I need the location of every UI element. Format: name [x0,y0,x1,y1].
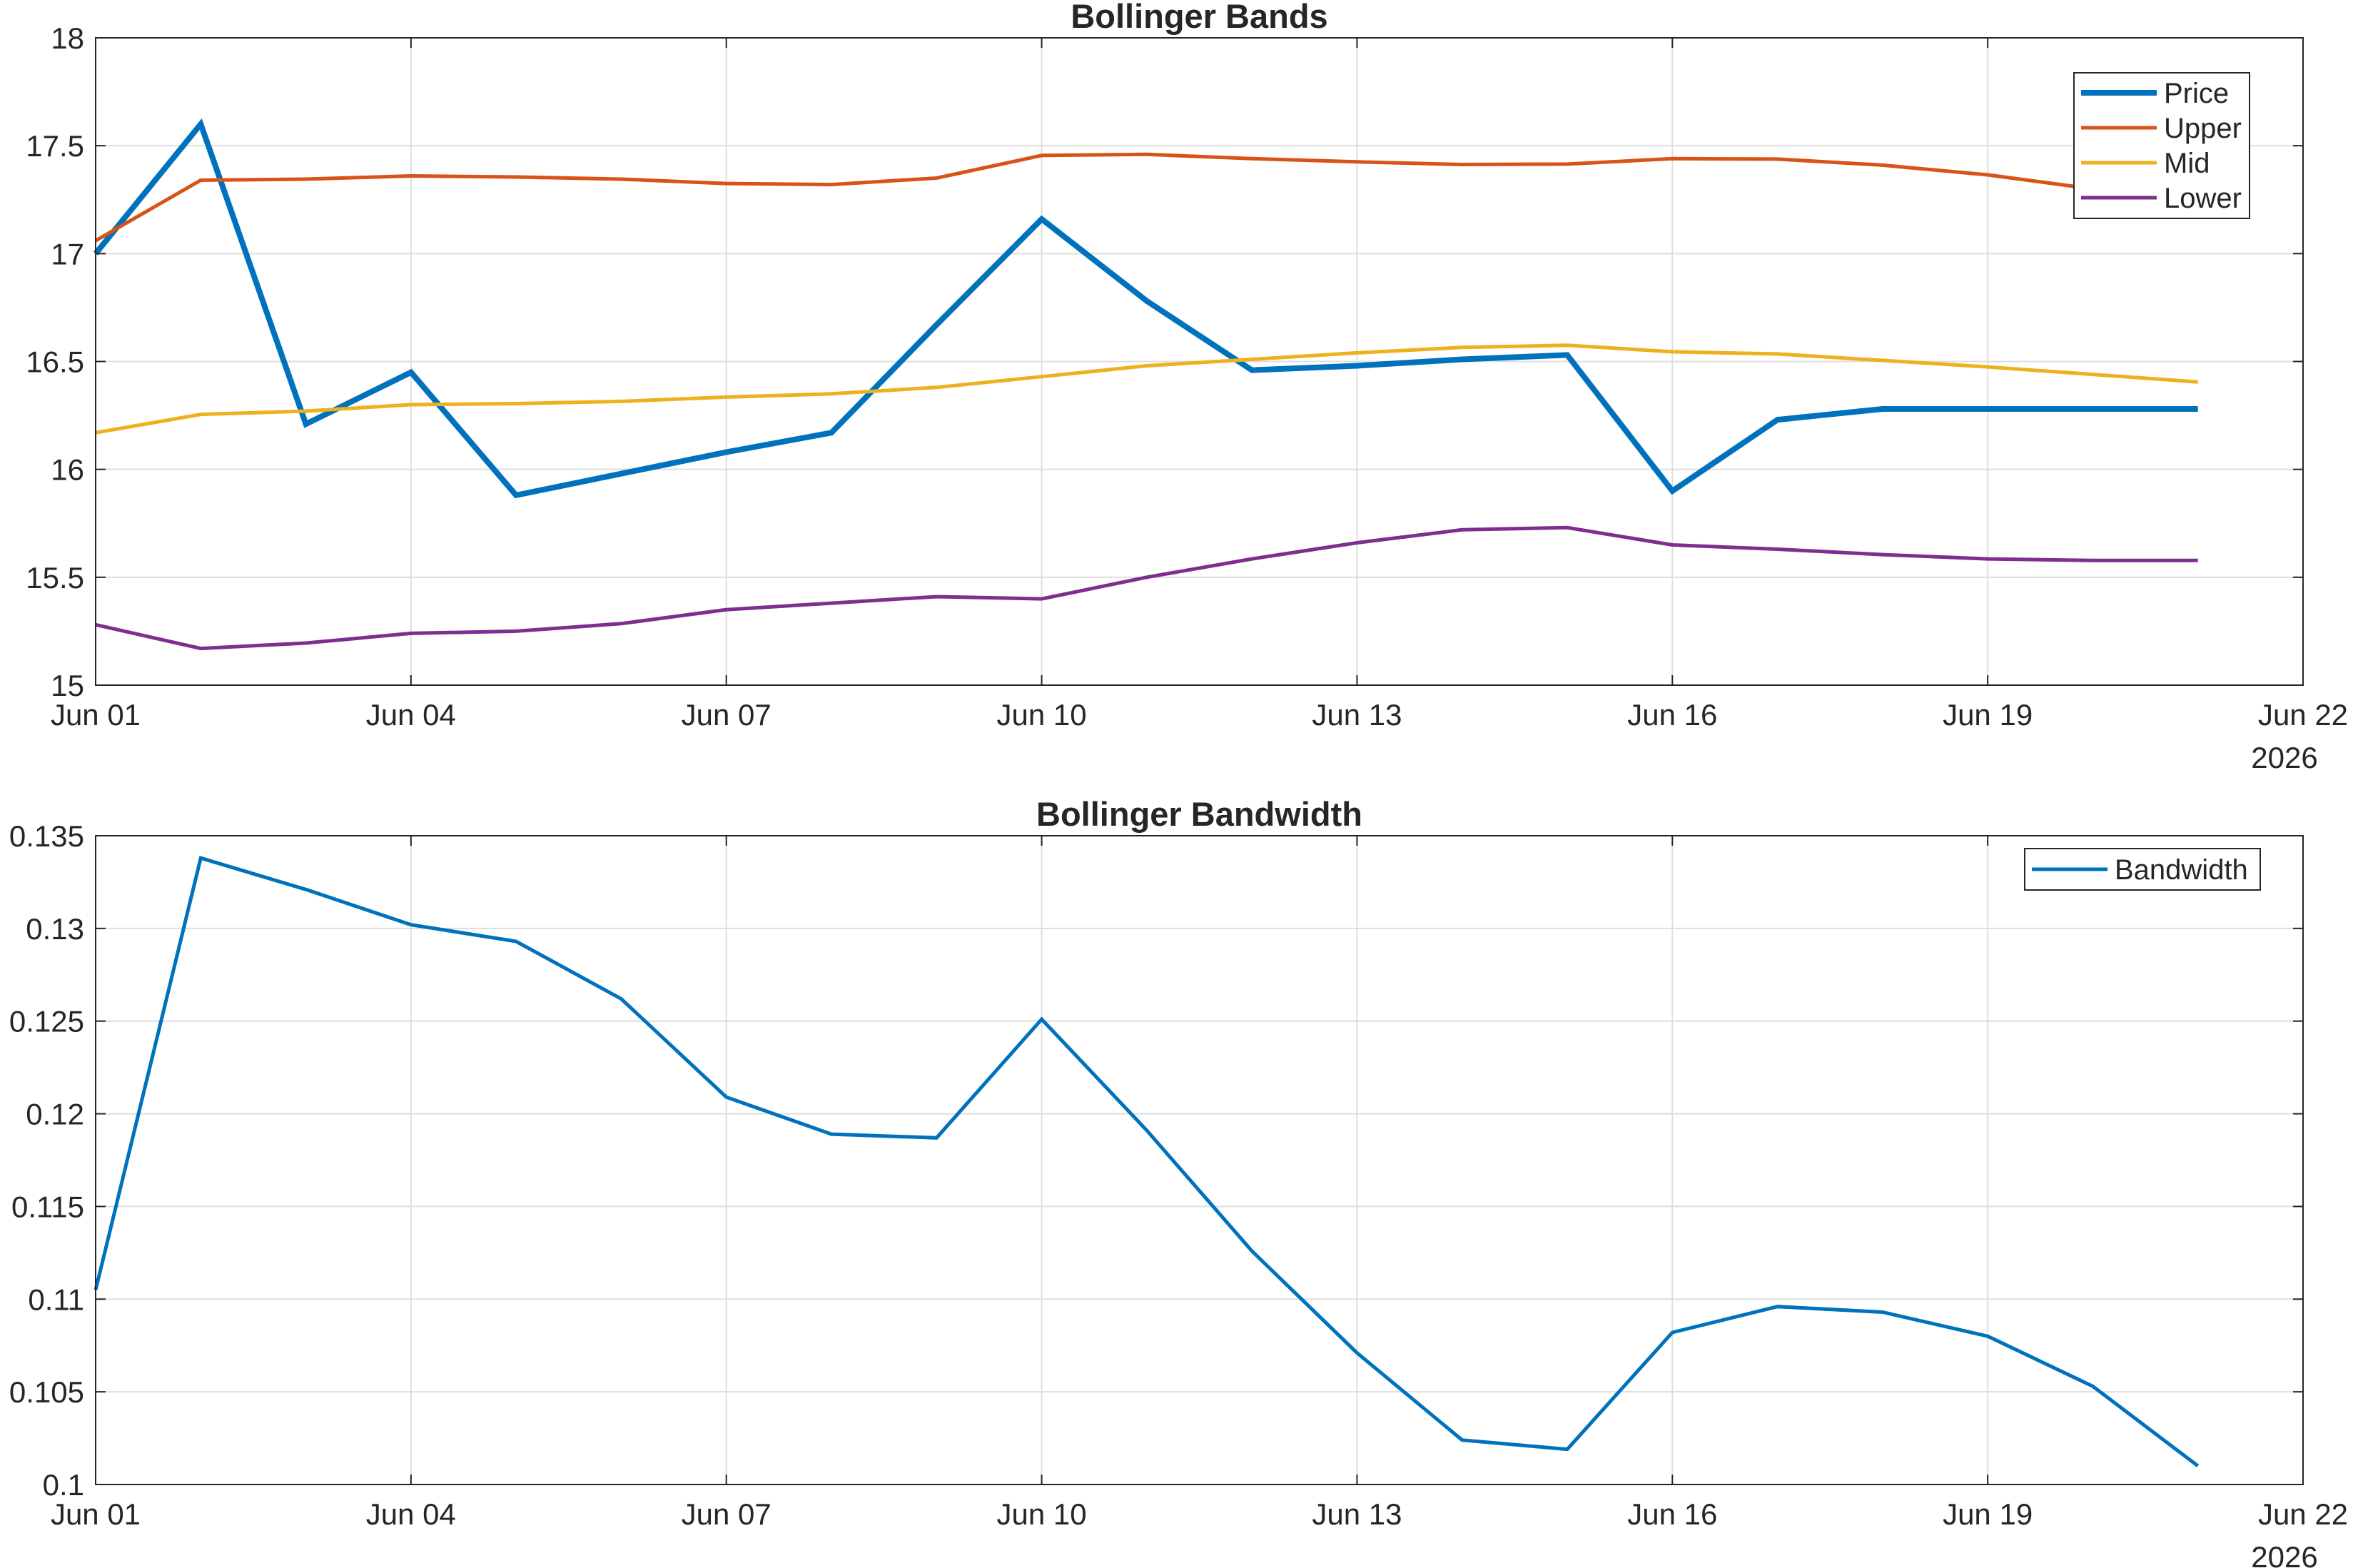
series-line-bandwidth [93,856,2200,1467]
y-tick-label: 0.125 [9,1005,84,1038]
y-tick-label: 0.13 [26,912,84,946]
legend-label: Price [2164,78,2229,109]
y-tick-label: 0.11 [28,1283,84,1316]
x-tick-label: Jun 13 [1312,1497,1402,1531]
chart-title: Bollinger Bands [1071,0,1327,35]
plot-area [96,836,2303,1484]
x-tick-label: Jun 07 [682,1497,771,1531]
bollinger-bandwidth-plot: Jun 01 Jun 04 Jun 07 Jun 10 Jun 13 Jun 16 Jun … [9,795,2348,1568]
y-tick-label: 0.105 [9,1375,84,1409]
legend: Bandwidth [2024,848,2261,891]
x-tick-label: Jun 19 [1943,1497,2033,1531]
legend-label: Lower [2164,183,2242,214]
y-tick-label: 18 [51,21,84,55]
y-tick-label: 16.5 [26,345,84,379]
series-line-upper [94,152,2199,243]
x-tick-label: Jun 13 [1312,698,1402,732]
series-line-mid [95,343,2198,435]
legend-label: Mid [2164,148,2210,179]
axes-box [95,835,2304,1485]
legend-box [2073,72,2250,219]
x-tick-label: Jun 10 [997,1497,1087,1531]
x-tick-label: Jun 01 [51,1497,141,1531]
y-tick-label: 0.1 [43,1468,84,1502]
y-tick-label: 17.5 [26,129,84,163]
y-tick-label: 15 [51,669,84,702]
y-tick-label: 15.5 [26,561,84,595]
series-line-lower [95,525,2198,651]
x-tick-label: Jun 10 [997,698,1087,732]
y-tick-label: 0.115 [11,1190,84,1223]
legend-label: Bandwidth [2115,854,2248,886]
series-line-price [93,118,2198,499]
x-tick-label: Jun 04 [366,1497,456,1531]
x-tick-label: Jun 19 [1943,698,2033,732]
y-tick-label: 17 [51,237,84,270]
x-tick-label: Jun 16 [1627,698,1717,732]
y-tick-label: 16 [51,453,84,487]
x-tick-label: Jun 16 [1627,1497,1717,1531]
x-tick-label: Jun 22 [2258,1497,2348,1531]
x-year-label: 2026 [2251,1540,2317,1568]
legend: Price Upper Mid Lower [2073,72,2250,219]
legend-label: Upper [2164,113,2242,144]
x-tick-label: Jun 04 [366,698,456,732]
y-tick-label: 0.135 [9,819,84,853]
y-tick-label: 0.12 [26,1098,84,1131]
x-tick-label: Jun 22 [2258,698,2348,732]
chart-title: Bollinger Bandwidth [1036,795,1362,833]
x-tick-label: Jun 07 [682,698,771,732]
bollinger-bands-plot: Jun 01 Jun 04 Jun 07 Jun 10 Jun 13 Jun 16 Jun … [26,0,2348,774]
x-year-label: 2026 [2251,741,2317,774]
x-tick-label: Jun 01 [51,698,141,732]
